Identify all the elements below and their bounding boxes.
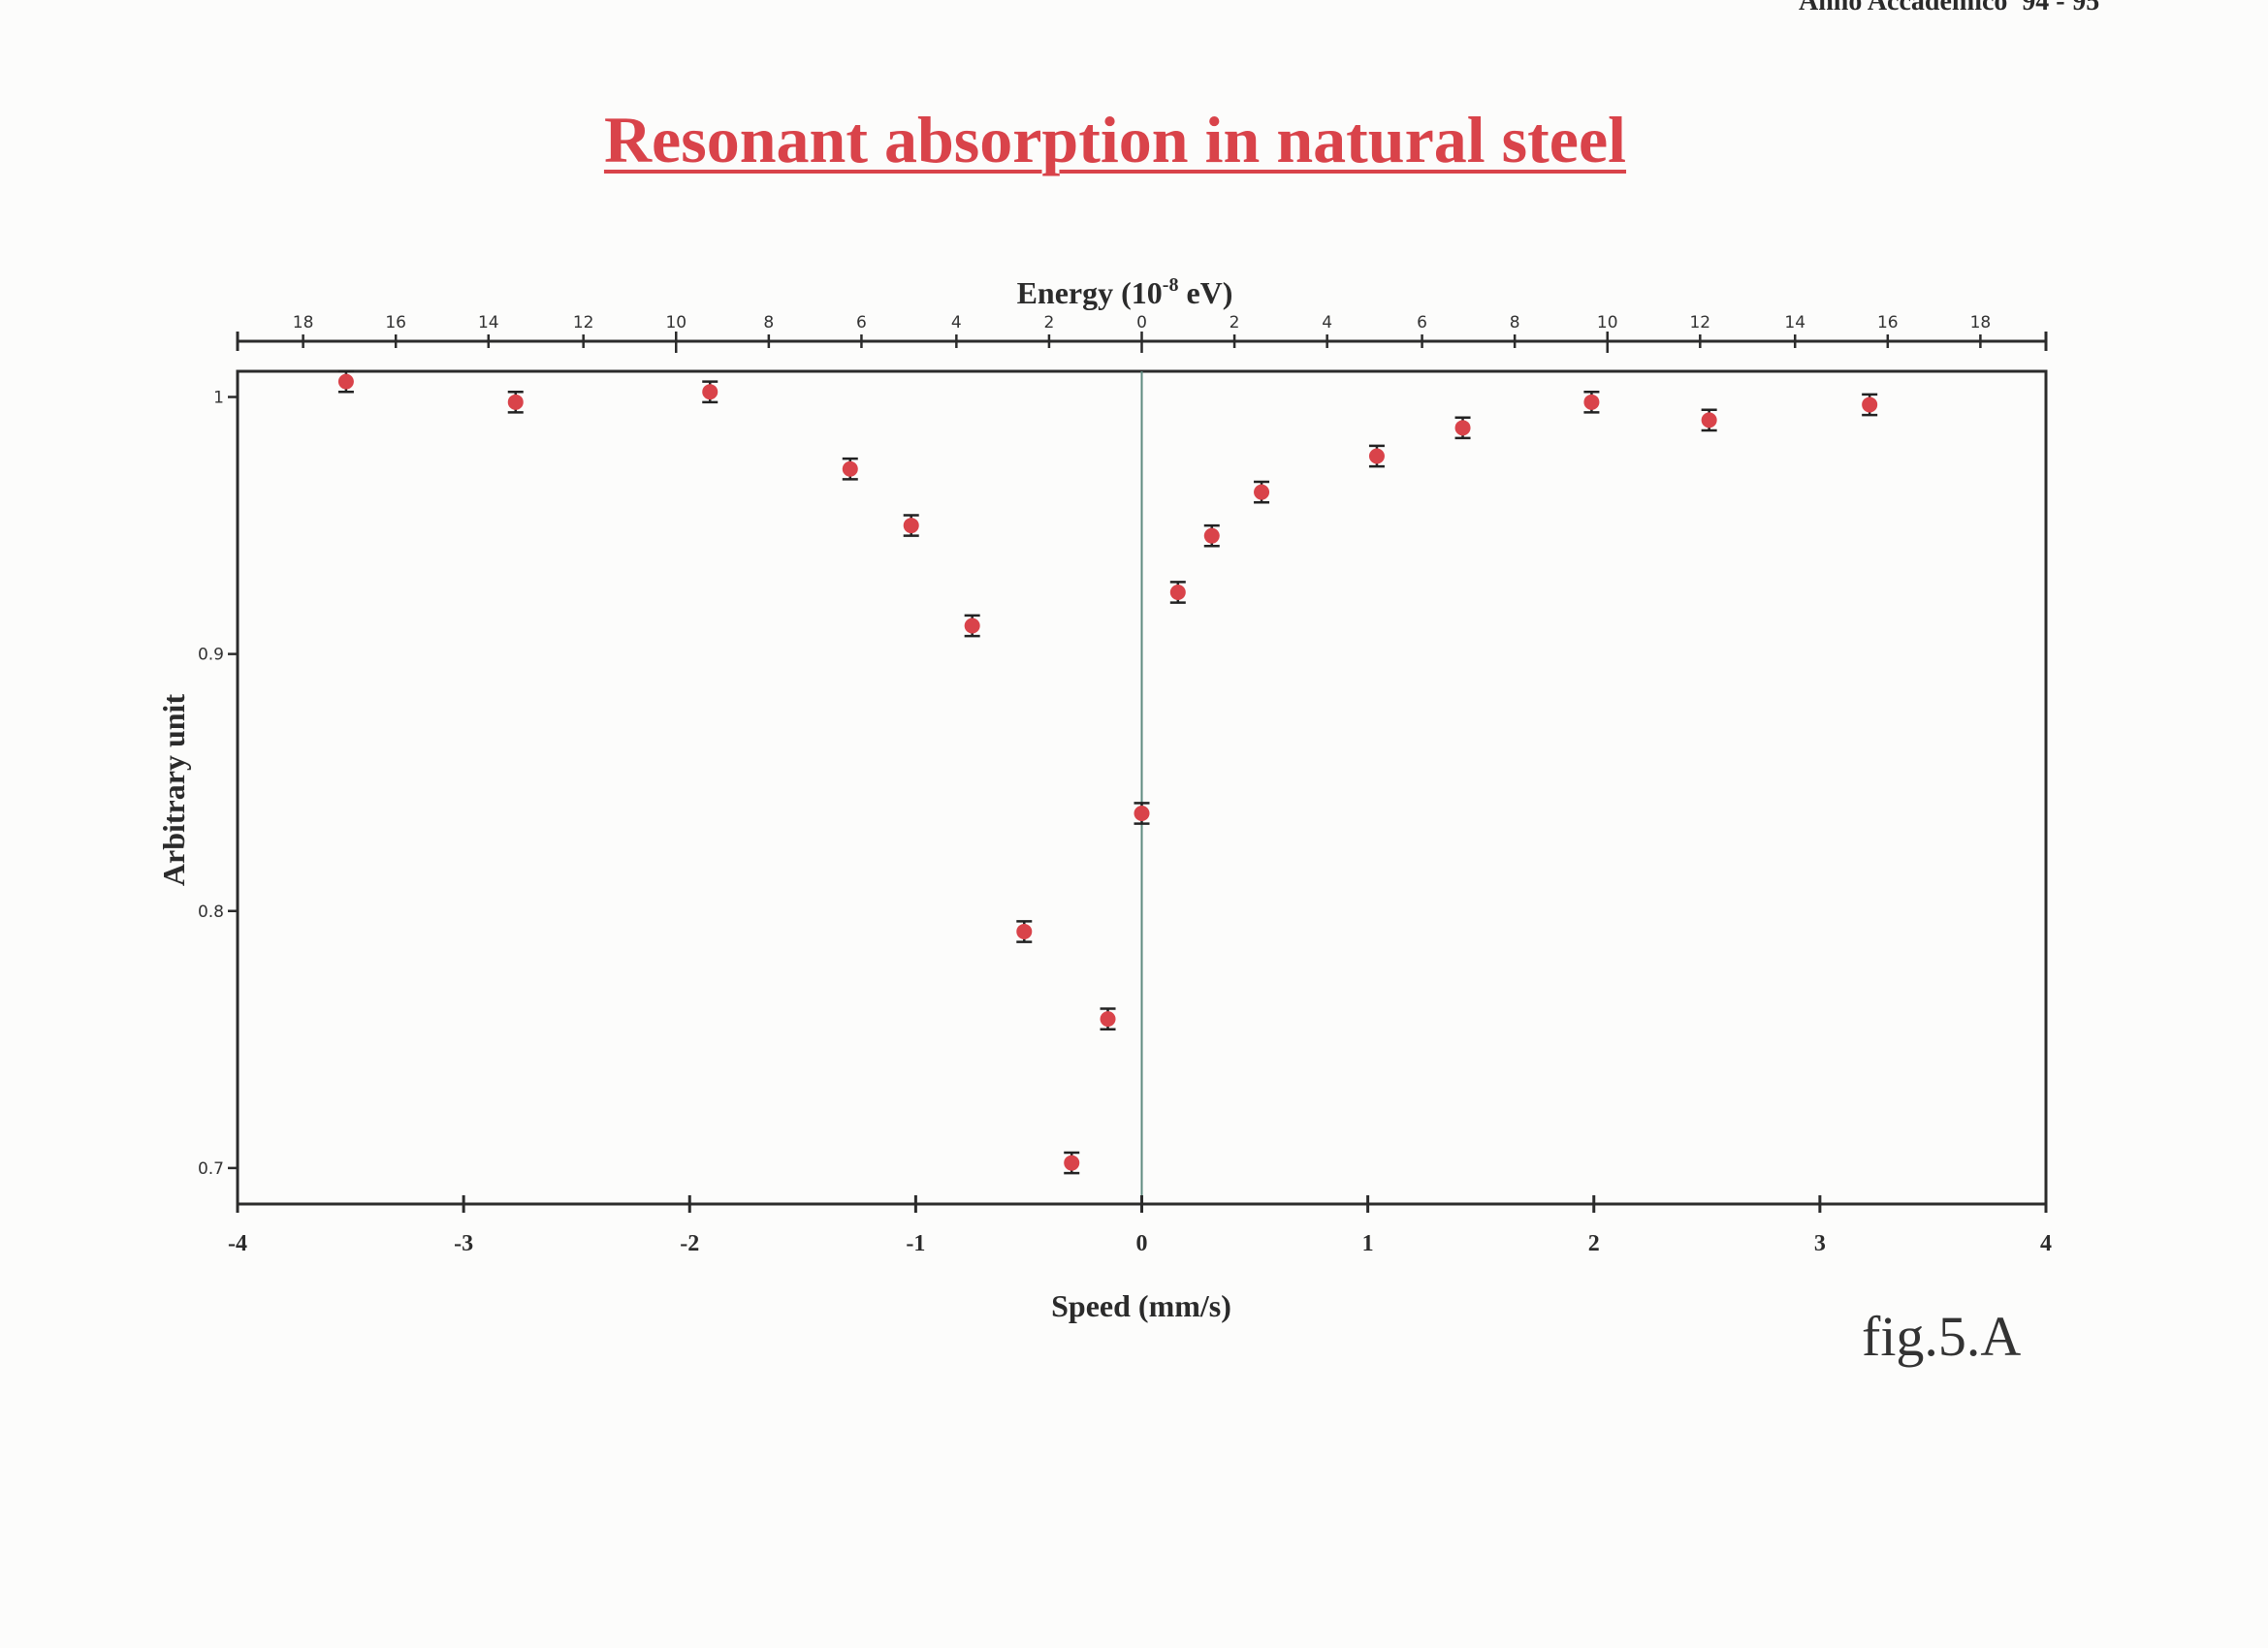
energy-axis-title-exponent: -8 [1163,274,1179,296]
point-marker [964,618,980,634]
energy-tick-label: 8 [763,313,774,333]
data-point [964,614,980,638]
energy-tick-label: 10 [665,313,687,333]
point-marker [702,384,719,400]
point-marker [1701,412,1717,428]
energy-tick-label: 14 [1784,313,1805,333]
energy-tick-label: 12 [573,313,594,333]
point-marker [903,518,919,534]
data-point [702,380,719,404]
point-marker [842,460,858,477]
x-tick-label: -2 [680,1231,699,1256]
energy-tick-label: 6 [856,313,867,333]
x-axis-title: Speed (mm/s) [1051,1288,1231,1323]
energy-tick-label: 16 [1877,313,1899,333]
point-marker [1254,484,1270,500]
point-marker [1016,923,1033,939]
point-marker [1134,806,1150,822]
point-marker [1368,448,1385,464]
data-point [1368,444,1385,468]
point-marker [1169,585,1186,601]
point-marker [1064,1155,1080,1171]
energy-tick-label: 0 [1136,313,1147,333]
x-tick-label: 1 [1362,1231,1374,1256]
header-note: Anno Accademico '94 -'95 [1799,0,2100,16]
data-points [337,369,1878,1175]
y-tick-label: 0.9 [198,646,224,665]
x-tick-label: 0 [1136,1231,1148,1256]
x-tick-label: -3 [454,1231,473,1256]
data-point [1454,416,1471,440]
data-point [1064,1151,1080,1175]
energy-tick-label: 18 [293,313,314,333]
data-point [842,457,858,481]
energy-tick-label: 4 [1322,313,1332,333]
energy-tick-label: 2 [1044,313,1055,333]
energy-tick-label: 14 [478,313,499,333]
point-marker [337,373,354,390]
chart-title: Resonant absorption in natural steel [603,103,1627,176]
data-point [1016,920,1033,943]
y-axis: 0.7 0.8 0.9 1 [198,389,238,1179]
data-point [1203,523,1220,548]
energy-tick-label: 2 [1230,313,1240,333]
energy-tick-label: 6 [1417,313,1427,333]
x-tick-label: 2 [1588,1231,1600,1256]
energy-tick-label: 8 [1510,313,1520,333]
energy-tick-label: 18 [1970,313,1992,333]
energy-tick-label: 12 [1689,313,1710,333]
energy-axis-title-unit: eV) [1178,275,1232,310]
x-tick-label: -1 [906,1231,925,1256]
point-marker [1203,527,1220,544]
point-marker [1862,396,1878,413]
point-marker [1583,394,1600,410]
point-marker [1100,1011,1116,1028]
point-marker [1454,420,1471,436]
figure-label: fig.5.A [1862,1305,2022,1368]
data-point [1169,581,1186,604]
x-axis: -4 -3 -2 -1 0 1 2 3 4 [228,1195,2052,1256]
y-tick-label: 0.8 [198,903,224,922]
y-tick-label: 1 [213,389,224,408]
data-point [1862,393,1878,417]
energy-axis-title: Energy (10-8 eV) [1017,274,1233,310]
point-marker [507,394,524,410]
data-point [507,390,524,414]
x-tick-label: 4 [2040,1231,2052,1256]
energy-axis-title-base: Energy (10 [1017,275,1163,310]
x-tick-label: 3 [1814,1231,1826,1256]
data-point [1254,480,1270,504]
y-tick-label: 0.7 [198,1159,224,1179]
x-tick-label: -4 [228,1231,247,1256]
data-point [337,369,354,394]
energy-tick-label: 10 [1597,313,1618,333]
data-point [1701,408,1717,432]
energy-tick-label: 4 [951,313,962,333]
data-point [1134,802,1150,825]
data-point [1583,390,1600,414]
y-axis-title: Arbitrary unit [156,694,191,887]
energy-axis: 18 16 14 12 10 8 6 4 2 0 2 4 6 8 10 12 14 16 18 [236,313,2048,353]
data-point [1100,1007,1116,1030]
energy-tick-label: 16 [385,313,406,333]
data-point [903,514,919,537]
